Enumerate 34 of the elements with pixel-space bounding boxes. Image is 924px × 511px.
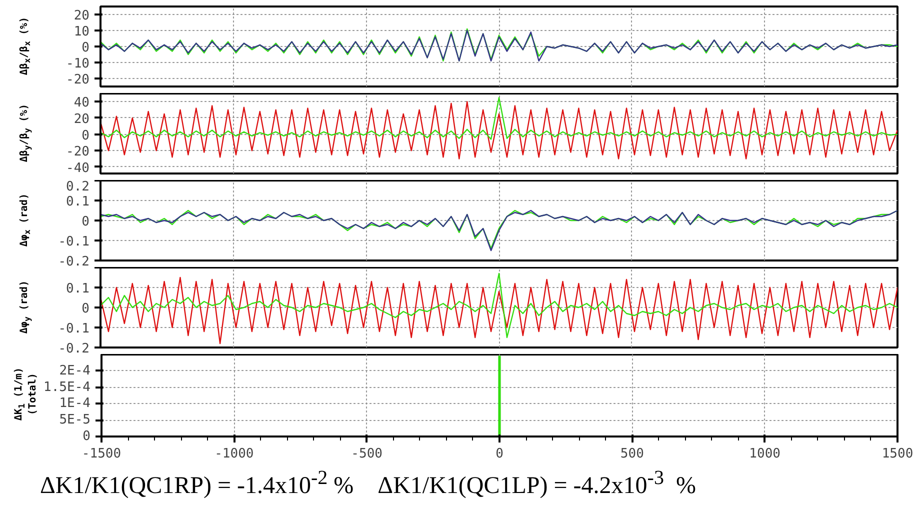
x-tick-label: 500 (620, 446, 644, 462)
y-tick-label: 0 (82, 429, 90, 444)
line-series (100, 96, 898, 140)
x-tick-label: 1500 (882, 446, 914, 462)
y-tick-label: -0.1 (58, 234, 90, 250)
y-tick-label: 0.1 (66, 282, 90, 296)
x-tick-label: 1000 (749, 446, 780, 462)
y-tick-label: 0 (82, 302, 90, 316)
y-tick-label: 10 (74, 24, 90, 40)
y-tick-label: -0.1 (58, 322, 90, 336)
x-tick-label: -500 (351, 446, 382, 462)
text: ΔK1/K1(QC1RP) = -1.4x10$^{-2}$ % ΔK1/K1(QC1LP) = -4.2x10$^{-3}$ % (40, 466, 696, 500)
x-tick-label: -1000 (214, 446, 254, 462)
line-series (100, 101, 898, 160)
y-tick-label: 0 (82, 214, 90, 230)
y-tick-label: 0.1 (66, 194, 90, 210)
y-tick-label: -10 (66, 56, 90, 72)
y-tick-label: -20 (66, 144, 90, 160)
y-tick-label: 20 (74, 112, 90, 127)
y-tick-label: 40 (74, 96, 90, 111)
y-tick-label: 1E-4 (59, 396, 91, 412)
x-tick-label: -1500 (82, 446, 122, 462)
y-tick-label: -40 (66, 160, 90, 176)
x-tick-label: 0 (496, 446, 504, 462)
y-tick-label: 5E-5 (59, 412, 91, 428)
y-tick-label: -20 (66, 72, 90, 88)
y-tick-label: -0.2 (58, 254, 90, 270)
y-tick-label: 20 (74, 8, 90, 24)
y-tick-label: 0.2 (66, 180, 90, 194)
y-tick-label: -0.2 (58, 342, 90, 356)
y-tick-label: 1.5E-4 (44, 380, 91, 395)
y-tick-label: 0 (82, 40, 90, 56)
y-tick-label: 2E-4 (59, 363, 91, 378)
y-tick-label: 0 (82, 128, 90, 144)
